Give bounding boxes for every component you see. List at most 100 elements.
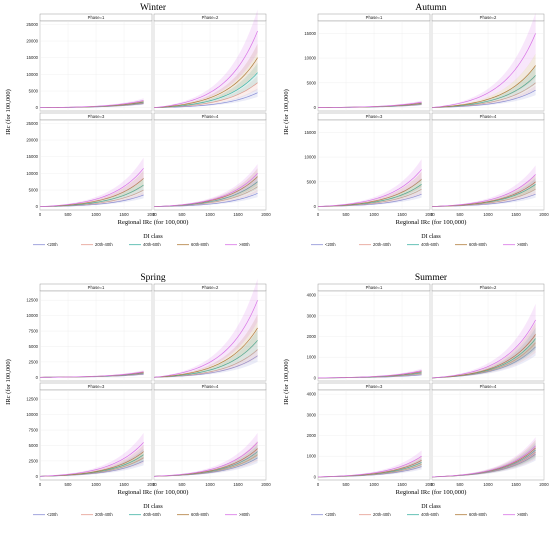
confidence-band bbox=[40, 100, 144, 108]
x-tick-label: 500 bbox=[343, 482, 351, 487]
legend-label: 20th-40th bbox=[373, 242, 391, 247]
facet-label: Phase=1 bbox=[366, 15, 383, 20]
x-tick-label: 1000 bbox=[483, 212, 493, 217]
facet-label: Phase=3 bbox=[88, 114, 105, 119]
confidence-band bbox=[154, 9, 258, 108]
confidence-band bbox=[318, 103, 422, 108]
x-tick-label: 2000 bbox=[261, 482, 271, 487]
x-tick-label: 2000 bbox=[425, 212, 435, 217]
confidence-band bbox=[318, 102, 422, 108]
y-tick-label: 10000 bbox=[304, 56, 316, 61]
confidence-band bbox=[432, 85, 536, 108]
chart-title: Spring bbox=[140, 273, 166, 283]
facet-panel: Phase=1 0 5000 10000 15000 bbox=[304, 13, 431, 112]
chart-autumn: AutumnPhase=1050001000015000Phase=2Phase… bbox=[283, 3, 549, 247]
confidence-band bbox=[154, 174, 258, 207]
x-tick-label: 2000 bbox=[261, 212, 271, 217]
chart-title: Winter bbox=[140, 3, 167, 13]
y-tick-label: 1000 bbox=[307, 355, 317, 360]
x-tick-label: 1500 bbox=[233, 482, 243, 487]
facet-label: Phase=3 bbox=[366, 384, 383, 389]
confidence-band bbox=[154, 164, 258, 207]
confidence-band bbox=[318, 372, 422, 378]
x-tick-label: 1500 bbox=[397, 212, 407, 217]
x-tick-label: 0 bbox=[431, 482, 434, 487]
y-tick-label: 20000 bbox=[26, 138, 38, 143]
confidence-band bbox=[318, 463, 422, 477]
legend-label: 60th-80th bbox=[469, 512, 487, 517]
confidence-band bbox=[318, 184, 422, 207]
legend-label: 60th-80th bbox=[469, 242, 487, 247]
facet-label: Phase=4 bbox=[202, 114, 219, 119]
series-line bbox=[431, 65, 536, 108]
confidence-band bbox=[318, 455, 422, 477]
legend-label: <20th bbox=[325, 242, 336, 247]
confidence-band bbox=[432, 322, 536, 378]
confidence-band bbox=[318, 368, 422, 378]
y-axis-label: IRc (for 100,000) bbox=[283, 359, 290, 405]
y-tick-label: 25000 bbox=[26, 22, 38, 27]
y-tick-label: 20000 bbox=[26, 39, 38, 44]
y-tick-label: 10000 bbox=[26, 72, 38, 77]
x-tick-label: 500 bbox=[65, 212, 73, 217]
y-tick-label: 0 bbox=[314, 105, 317, 110]
confidence-band bbox=[432, 66, 536, 108]
confidence-band bbox=[432, 327, 536, 378]
legend-label: <20th bbox=[325, 512, 336, 517]
facet-label: Phase=3 bbox=[366, 114, 383, 119]
facet-label: Phase=2 bbox=[202, 15, 219, 20]
series-line bbox=[317, 455, 422, 478]
x-tick-label: 1500 bbox=[511, 212, 521, 217]
x-axis-label: Regional IRc (for 100,000) bbox=[396, 489, 467, 496]
y-tick-label: 7500 bbox=[29, 329, 39, 334]
legend-label: <20th bbox=[47, 512, 58, 517]
facet-panel: Phase=2 bbox=[153, 9, 267, 112]
y-tick-label: 10000 bbox=[26, 412, 38, 417]
legend-label: >80th bbox=[239, 242, 250, 247]
confidence-band bbox=[432, 75, 536, 108]
confidence-band bbox=[40, 452, 144, 477]
x-tick-label: 0 bbox=[39, 482, 42, 487]
legend-label: 60th-80th bbox=[191, 242, 209, 247]
confidence-band bbox=[154, 432, 258, 477]
y-tick-label: 5000 bbox=[29, 188, 39, 193]
series-line bbox=[153, 173, 258, 208]
chart-title: Summer bbox=[415, 273, 448, 283]
x-tick-label: 0 bbox=[153, 482, 156, 487]
x-tick-label: 500 bbox=[343, 212, 351, 217]
legend-label: 40th-60th bbox=[421, 242, 439, 247]
y-tick-label: 5000 bbox=[307, 80, 317, 85]
x-tick-label: 2000 bbox=[147, 482, 157, 487]
x-tick-label: 1500 bbox=[511, 482, 521, 487]
confidence-band bbox=[432, 12, 536, 108]
confidence-band bbox=[154, 189, 258, 207]
confidence-band bbox=[432, 174, 536, 207]
series-line bbox=[153, 340, 258, 378]
y-tick-label: 2500 bbox=[29, 359, 39, 364]
series-line bbox=[431, 174, 536, 207]
y-tick-label: 12500 bbox=[26, 397, 38, 402]
facet-label: Phase=1 bbox=[366, 285, 383, 290]
x-tick-label: 1000 bbox=[91, 212, 101, 217]
x-tick-label: 2000 bbox=[539, 482, 549, 487]
x-axis-label: Regional IRc (for 100,000) bbox=[396, 219, 467, 226]
series-line bbox=[153, 57, 258, 109]
y-tick-label: 3000 bbox=[307, 313, 317, 318]
x-tick-label: 2000 bbox=[425, 482, 435, 487]
x-tick-label: 2000 bbox=[147, 212, 157, 217]
y-tick-label: 5000 bbox=[29, 89, 39, 94]
y-tick-label: 2500 bbox=[29, 458, 39, 463]
x-axis-label: Regional IRc (for 100,000) bbox=[118, 219, 189, 226]
series-line bbox=[153, 442, 258, 477]
x-tick-label: 1000 bbox=[205, 482, 215, 487]
y-tick-label: 0 bbox=[36, 105, 39, 110]
confidence-band bbox=[432, 184, 536, 207]
y-tick-label: 4000 bbox=[307, 392, 317, 397]
confidence-band bbox=[432, 445, 536, 477]
legend-title: DI class bbox=[143, 504, 163, 510]
legend-title: DI class bbox=[421, 234, 441, 240]
series-line bbox=[39, 442, 144, 477]
legend-label: 60th-80th bbox=[191, 512, 209, 517]
series-line bbox=[317, 101, 422, 108]
